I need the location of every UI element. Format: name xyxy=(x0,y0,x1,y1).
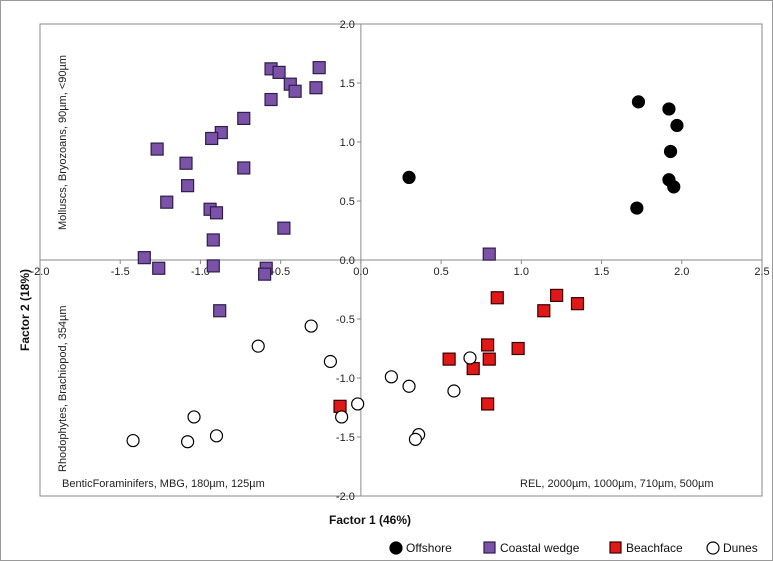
offshore-point xyxy=(662,102,676,116)
coastal-wedge-point xyxy=(209,206,224,220)
legend-label-dunes: Dunes xyxy=(723,541,758,555)
beachface-point xyxy=(482,352,496,366)
y-tick-label: -0.5 xyxy=(336,314,355,326)
dunes-point xyxy=(335,410,349,424)
dunes-point xyxy=(323,354,338,369)
quadrant-label-lower-left-vertical: Rhodophytes, Brachiopod, 354µm xyxy=(57,305,69,472)
dunes-point xyxy=(351,397,365,411)
coastal-wedge-point xyxy=(181,179,195,193)
beachface-point xyxy=(481,338,495,352)
offshore-point xyxy=(402,170,416,184)
coastal-wedge-point xyxy=(179,156,193,170)
coastal-wedge-point xyxy=(206,233,220,247)
coastal-wedge-point xyxy=(288,84,302,98)
beachface-point xyxy=(333,399,347,413)
x-tick-label: -1.0 xyxy=(191,266,210,278)
dunes-point xyxy=(126,433,140,448)
y-tick-label: 1.0 xyxy=(340,137,355,149)
beachface-point xyxy=(537,304,551,318)
quadrant-label-upper-left: Molluscs, Bryozoans, 90µm, <90µm xyxy=(57,55,69,230)
coastal-wedge-point xyxy=(272,65,286,79)
x-tick-label: 0.5 xyxy=(433,266,448,278)
beachface-point xyxy=(442,352,456,366)
y-tick-label: 2.0 xyxy=(340,19,355,31)
legend: Offshore Coastal wedge Beachface Dunes xyxy=(389,541,758,555)
beachface-point xyxy=(550,288,564,302)
legend-label-offshore: Offshore xyxy=(406,541,452,555)
coastal-wedge-point xyxy=(150,142,164,156)
coastal-wedge-point xyxy=(309,81,323,95)
legend-marker-coastal-wedge xyxy=(483,541,496,554)
coastal-wedge-point xyxy=(482,247,496,261)
y-axis-title: Factor 2 (18%) xyxy=(18,269,32,351)
coastal-wedge-point xyxy=(205,131,219,146)
beachface-point xyxy=(511,341,525,356)
dunes-point xyxy=(384,370,398,384)
y-tick-label: 1.5 xyxy=(340,78,355,90)
y-tick-label: -1.0 xyxy=(336,373,355,385)
data-points xyxy=(126,61,684,449)
legend-marker-offshore xyxy=(389,541,403,555)
coastal-wedge-point xyxy=(312,61,326,75)
coastal-wedge-point xyxy=(277,221,291,235)
beachface-point xyxy=(481,397,495,411)
x-tick-label: 0.0 xyxy=(353,266,368,278)
coastal-wedge-point xyxy=(237,111,251,126)
offshore-point xyxy=(667,180,681,194)
legend-marker-beachface xyxy=(609,541,622,554)
offshore-point xyxy=(670,118,684,133)
x-tick-label: -0.5 xyxy=(271,266,290,278)
y-tick-label: 0.0 xyxy=(340,255,355,267)
y-tick-label: 0.5 xyxy=(340,196,355,208)
coastal-wedge-point xyxy=(213,304,227,318)
beachface-point xyxy=(490,291,504,305)
x-tick-label: 1.0 xyxy=(514,266,529,278)
legend-marker-dunes xyxy=(706,541,720,555)
quadrant-label-lower-right: REL, 2000µm, 1000µm, 710µm, 500µm xyxy=(520,478,714,490)
x-tick-label: 1.5 xyxy=(594,266,609,278)
y-axis-ticks: 2.0 1.5 1.0 0.5 0.0 -0.5 -1.0 -1.5 -2.0 xyxy=(336,19,361,503)
coastal-wedge-point xyxy=(152,261,166,275)
legend-label-coastal-wedge: Coastal wedge xyxy=(500,541,580,555)
coastal-wedge-point xyxy=(160,195,174,209)
beachface-point xyxy=(570,297,585,311)
x-tick-label: -2.0 xyxy=(31,266,50,278)
x-tick-label: -1.5 xyxy=(111,266,130,278)
x-axis-title: Factor 1 (46%) xyxy=(329,513,411,527)
dunes-point xyxy=(447,384,461,398)
dunes-point xyxy=(408,432,423,446)
coastal-wedge-point xyxy=(258,267,272,281)
x-axis-ticks: -2.0 -1.5 -1.0 -0.5 0.0 0.5 1.0 1.5 2.0 2.5 xyxy=(31,260,770,278)
dunes-point xyxy=(181,435,195,449)
coastal-wedge-point xyxy=(237,161,251,175)
coastal-wedge-point xyxy=(206,259,220,273)
x-tick-label: 2.5 xyxy=(754,266,769,278)
coastal-wedge-point xyxy=(137,251,151,265)
y-tick-label: -2.0 xyxy=(336,491,355,503)
quadrant-label-lower-left: BenticForaminifers, MBG, 180µm, 125µm xyxy=(62,478,265,490)
x-tick-label: 2.0 xyxy=(674,266,689,278)
dunes-point xyxy=(304,319,318,333)
y-tick-label: -1.5 xyxy=(336,432,355,444)
dunes-point xyxy=(187,410,201,424)
dunes-point xyxy=(251,339,265,353)
offshore-point xyxy=(631,95,646,109)
offshore-point xyxy=(663,144,678,159)
dunes-point xyxy=(209,429,224,443)
coastal-wedge-point xyxy=(264,92,278,107)
dunes-point xyxy=(402,379,416,393)
offshore-point xyxy=(630,201,644,215)
dunes-point xyxy=(463,351,477,365)
legend-label-beachface: Beachface xyxy=(626,541,683,555)
